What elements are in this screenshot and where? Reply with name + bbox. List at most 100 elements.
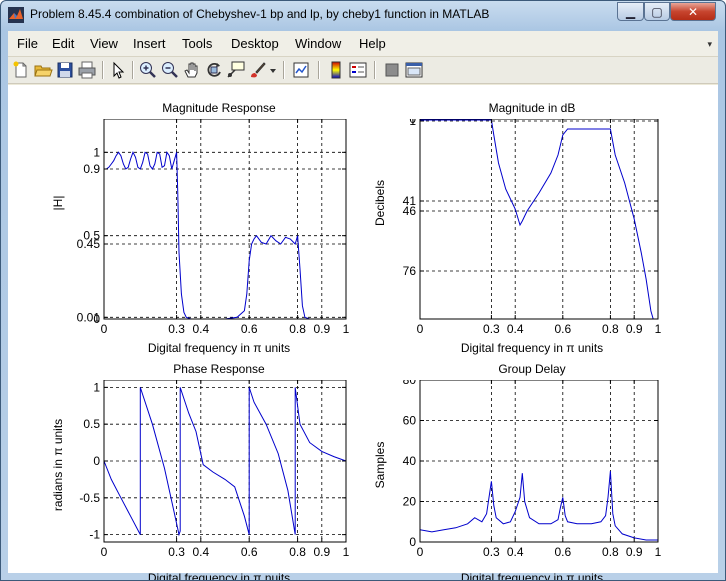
x-axis-label: Digital frequency in π units	[147, 341, 291, 355]
y-axis-label: Samples	[373, 441, 387, 489]
x-tick-label: 0.9	[313, 545, 330, 559]
edit-plot-arrow-icon[interactable]	[108, 60, 128, 80]
y-tick-label: 1	[93, 145, 100, 159]
minimize-button[interactable]: ▁	[617, 2, 644, 21]
maximize-button[interactable]: ▢	[644, 2, 670, 21]
x-tick-label: 0	[101, 322, 108, 336]
x-tick-label: 0.4	[507, 322, 524, 336]
x-axis-label: Digital frequency in π nuits	[147, 571, 291, 581]
x-tick-label: 0.8	[602, 545, 619, 559]
figure-toolbar	[8, 57, 718, 84]
menu-tools[interactable]: Tools	[182, 36, 213, 51]
maximize-icon: ▢	[651, 4, 663, 19]
y-tick-label: 1	[409, 119, 416, 128]
menu-insert[interactable]: Insert	[133, 36, 166, 51]
axes-group-delay[interactable]: 0 0.3 0.4 0.6 0.8 0.9 1 0 20 40 60 80	[382, 380, 682, 570]
window-title: Problem 8.45.4 combination of Chebyshev-…	[30, 7, 490, 21]
minimize-icon: ▁	[625, 4, 636, 19]
toolbar-separator	[102, 61, 104, 79]
x-tick-label: 0.8	[602, 322, 619, 336]
data-cursor-icon[interactable]	[226, 60, 246, 80]
x-axis-label: Digital frequency in π units	[460, 571, 604, 581]
y-tick-label: 20	[403, 495, 417, 509]
x-tick-label: 0.6	[241, 322, 258, 336]
x-tick-label: 0.3	[483, 545, 500, 559]
plot-title: Phase Response	[173, 362, 265, 376]
x-tick-label: 0.9	[313, 322, 330, 336]
menu-view[interactable]: View	[90, 36, 118, 51]
data-series-line	[104, 151, 346, 320]
plot-area	[420, 119, 658, 319]
plot-title: Magnitude in dB	[488, 101, 576, 115]
brush-icon[interactable]	[248, 60, 268, 80]
insert-legend-icon[interactable]	[348, 60, 368, 80]
x-tick-label: 0.6	[554, 545, 571, 559]
x-axis-label: Digital frequency in π units	[460, 341, 604, 355]
y-axis-label: radians in π units	[51, 418, 65, 512]
y-tick-label: 46	[403, 204, 417, 218]
rotate-3d-icon[interactable]	[204, 60, 224, 80]
y-tick-label: 1	[93, 380, 100, 394]
menu-desktop[interactable]: Desktop	[231, 36, 279, 51]
new-figure-icon[interactable]	[11, 60, 31, 80]
menu-edit[interactable]: Edit	[52, 36, 75, 51]
axes-phase-response[interactable]: 0 0.3 0.4 0.6 0.8 0.9 1 -1 -0.5 0 0.5 1	[70, 380, 370, 570]
figure-client-area: File Edit View Insert Tools Desktop Wind…	[8, 31, 718, 580]
brush-dropdown-icon[interactable]	[268, 60, 278, 80]
y-tick-label: 41	[403, 194, 417, 208]
data-series-line	[419, 471, 658, 541]
save-icon[interactable]	[55, 60, 75, 80]
y-tick-label: 0	[409, 119, 416, 126]
x-tick-label: 0.9	[626, 545, 643, 559]
y-tick-label: 76	[403, 264, 417, 278]
menu-file[interactable]: File	[17, 36, 38, 51]
axes-box	[419, 119, 659, 320]
y-tick-label: 0	[93, 454, 100, 468]
toolbar-separator	[318, 61, 320, 79]
x-tick-label: 0.6	[241, 545, 258, 559]
toolbar-separator	[283, 61, 285, 79]
plot-area	[420, 380, 658, 542]
y-tick-label: 0.01	[77, 310, 101, 324]
insert-colorbar-icon[interactable]	[326, 60, 346, 80]
y-axis-label: |H|	[51, 195, 65, 211]
x-tick-label: 0.4	[507, 545, 524, 559]
x-tick-label: 0	[101, 545, 108, 559]
data-series-line	[103, 387, 347, 537]
show-plot-tools-icon[interactable]	[404, 60, 424, 80]
x-tick-label: 1	[343, 322, 350, 336]
x-tick-label: 0.6	[554, 322, 571, 336]
x-tick-label: 0.8	[289, 545, 306, 559]
y-tick-label: 40	[403, 454, 417, 468]
print-icon[interactable]	[77, 60, 97, 80]
menu-help[interactable]: Help	[359, 36, 386, 51]
y-tick-label: 0	[93, 312, 100, 326]
menu-window[interactable]: Window	[295, 36, 342, 51]
pan-hand-icon[interactable]	[182, 60, 202, 80]
plot-title: Group Delay	[498, 362, 566, 376]
x-tick-label: 0	[417, 545, 424, 559]
zoom-out-icon[interactable]	[160, 60, 180, 80]
x-tick-label: 0.3	[483, 322, 500, 336]
y-tick-label: 0	[409, 535, 416, 549]
x-tick-label: 0.3	[168, 545, 185, 559]
menu-bar: File Edit View Insert Tools Desktop Wind…	[8, 31, 718, 57]
hide-plot-tools-icon[interactable]	[382, 60, 402, 80]
title-bar[interactable]: Problem 8.45.4 combination of Chebyshev-…	[1, 1, 725, 29]
x-tick-label: 0.4	[192, 545, 209, 559]
x-tick-label: 1	[655, 545, 662, 559]
close-icon: ✕	[687, 4, 699, 19]
data-series-line	[420, 119, 658, 320]
menu-overflow-icon[interactable]: ▾	[707, 39, 712, 49]
y-tick-label: 80	[403, 380, 417, 387]
link-plot-icon[interactable]	[291, 60, 311, 80]
open-file-icon[interactable]	[33, 60, 53, 80]
axes-magnitude-response[interactable]: 0 0.3 0.4 0.6 0.8 0.9 1 00.01 0.450.5 0.9 1	[70, 119, 370, 359]
toolbar-separator	[132, 61, 134, 79]
y-tick-label: 0.45	[77, 237, 101, 251]
zoom-in-icon[interactable]	[138, 60, 158, 80]
axes-box	[103, 119, 347, 320]
close-button[interactable]: ✕	[670, 2, 716, 21]
